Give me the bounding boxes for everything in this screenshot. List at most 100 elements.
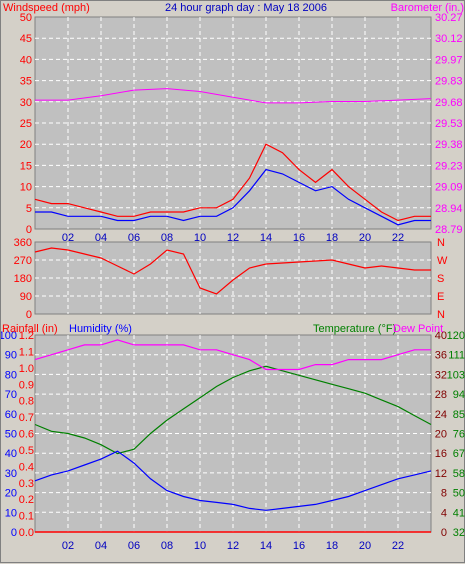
wind-x-tick: 10 — [194, 232, 206, 244]
barometer-y-tick: 29.97 — [435, 54, 463, 66]
lower-x-tick: 02 — [62, 540, 74, 552]
wind-y-tick: 25 — [20, 118, 32, 130]
dewpoint-y-tick: 36 — [435, 350, 447, 362]
barometer-y-tick: 30.12 — [435, 33, 463, 45]
rainfall-y-tick: 1.1 — [19, 346, 34, 358]
direction-y-tick: 270 — [14, 255, 32, 267]
temperature-y-tick: 50 — [453, 488, 465, 500]
rainfall-y-tick: 0.1 — [19, 511, 34, 523]
wind-x-tick: 18 — [326, 232, 338, 244]
humidity-y-tick: 10 — [5, 507, 17, 519]
barometer-y-tick: 29.83 — [435, 76, 463, 88]
barometer-y-tick: 29.09 — [435, 182, 463, 194]
wind-x-tick: 06 — [128, 232, 140, 244]
direction-y-tick: 180 — [14, 273, 32, 285]
dewpoint-series-line — [34, 339, 431, 371]
direction-y-tick: 0 — [26, 309, 32, 321]
temperature-y-tick: 103 — [447, 369, 465, 381]
temperature-y-tick: 111 — [448, 350, 465, 362]
rainfall-y-tick: 0.7 — [19, 412, 34, 424]
dewpoint-y-tick: 32 — [435, 369, 447, 381]
dewpoint-y-tick: 28 — [435, 389, 447, 401]
barometer-y-tick: 28.94 — [435, 203, 463, 215]
humidity-y-tick: 0 — [11, 527, 17, 539]
temperature-series-line — [34, 365, 432, 455]
dewpoint-y-tick: 16 — [435, 448, 447, 460]
temperature-y-tick: 76 — [453, 429, 465, 441]
temperature-y-tick: 67 — [453, 448, 465, 460]
humidity-y-tick: 50 — [5, 429, 17, 441]
rainfall-y-tick: 0.4 — [19, 461, 34, 473]
temperature-y-tick: 32 — [453, 527, 465, 539]
rainfall-y-tick: 0.0 — [19, 527, 34, 539]
barometer-y-tick: 29.23 — [435, 160, 463, 172]
dewpoint-y-tick: 8 — [441, 488, 447, 500]
lower-x-tick: 20 — [359, 540, 371, 552]
wind-y-tick: 10 — [20, 182, 32, 194]
dewpoint-y-tick: 40 — [435, 330, 447, 342]
wind-y-tick: 50 — [20, 12, 32, 24]
humidity-series-line — [34, 450, 432, 511]
compass-tick: N — [437, 237, 445, 249]
dewpoint-axis-label: Dew Point — [393, 323, 443, 335]
rainfall-y-tick: 0.6 — [19, 429, 34, 441]
humidity-axis-label: Humidity (%) — [69, 323, 132, 335]
wind-x-tick: 04 — [95, 232, 107, 244]
compass-tick: N — [437, 309, 445, 321]
wind-y-tick: 20 — [20, 139, 32, 151]
compass-tick: S — [437, 273, 444, 285]
lower-x-tick: 08 — [161, 540, 173, 552]
wind-y-tick: 15 — [20, 160, 32, 172]
temperature-axis-label: Temperature (°F) — [313, 323, 396, 335]
lower-x-tick: 14 — [260, 540, 272, 552]
lower-x-tick: 18 — [326, 540, 338, 552]
humidity-y-tick: 60 — [5, 409, 17, 421]
wind-x-tick: 20 — [359, 232, 371, 244]
wind-x-tick: 12 — [227, 232, 239, 244]
average-wind-series-line — [35, 168, 431, 226]
dewpoint-y-tick: 0 — [441, 527, 447, 539]
wind-y-tick: 5 — [26, 203, 32, 215]
lower-x-tick: 10 — [194, 540, 206, 552]
dewpoint-y-tick: 4 — [441, 507, 447, 519]
humidity-y-tick: 80 — [5, 369, 17, 381]
graph-title: 24 hour graph day : May 18 2006 — [165, 2, 327, 14]
dewpoint-y-tick: 20 — [435, 429, 447, 441]
wind-y-tick: 30 — [20, 97, 32, 109]
lower-x-tick: 04 — [95, 540, 107, 552]
direction-y-tick: 360 — [14, 237, 32, 249]
direction-y-tick: 90 — [20, 291, 32, 303]
barometer-axis-label: Barometer (in.) — [391, 2, 464, 14]
dewpoint-y-tick: 12 — [435, 468, 447, 480]
temperature-y-tick: 85 — [453, 409, 465, 421]
wind-x-tick: 22 — [392, 232, 404, 244]
barometer-y-tick: 29.38 — [435, 139, 463, 151]
wind-y-tick: 35 — [20, 76, 32, 88]
barometer-y-tick: 29.53 — [435, 118, 463, 130]
lower-x-tick: 06 — [128, 540, 140, 552]
lower-x-tick: 12 — [227, 540, 239, 552]
temperature-y-tick: 58 — [453, 468, 465, 480]
barometer-y-tick: 30.27 — [435, 12, 463, 24]
rainfall-y-tick: 1.2 — [19, 330, 34, 342]
windspeed-series-line — [34, 143, 431, 222]
compass-tick: E — [437, 291, 444, 303]
rainfall-y-tick: 0.9 — [19, 379, 34, 391]
lower-x-tick: 22 — [392, 540, 404, 552]
wind-x-tick: 02 — [62, 232, 74, 244]
humidity-y-tick: 20 — [5, 488, 17, 500]
wind-y-tick: 40 — [20, 54, 32, 66]
wind-y-tick: 0 — [26, 224, 32, 236]
rainfall-axis-label: Rainfall (in) — [2, 323, 58, 335]
wind-y-tick: 45 — [20, 33, 32, 45]
windspeed-axis-label: Windspeed (mph) — [3, 2, 90, 14]
wind-direction-series-line — [34, 247, 431, 295]
temperature-y-tick: 41 — [453, 507, 465, 519]
barometer-y-tick: 29.68 — [435, 97, 463, 109]
compass-tick: W — [437, 255, 448, 267]
humidity-y-tick: 70 — [5, 389, 17, 401]
wind-x-tick: 14 — [260, 232, 272, 244]
barometer-y-tick: 28.79 — [435, 224, 463, 236]
humidity-y-tick: 30 — [5, 468, 17, 480]
